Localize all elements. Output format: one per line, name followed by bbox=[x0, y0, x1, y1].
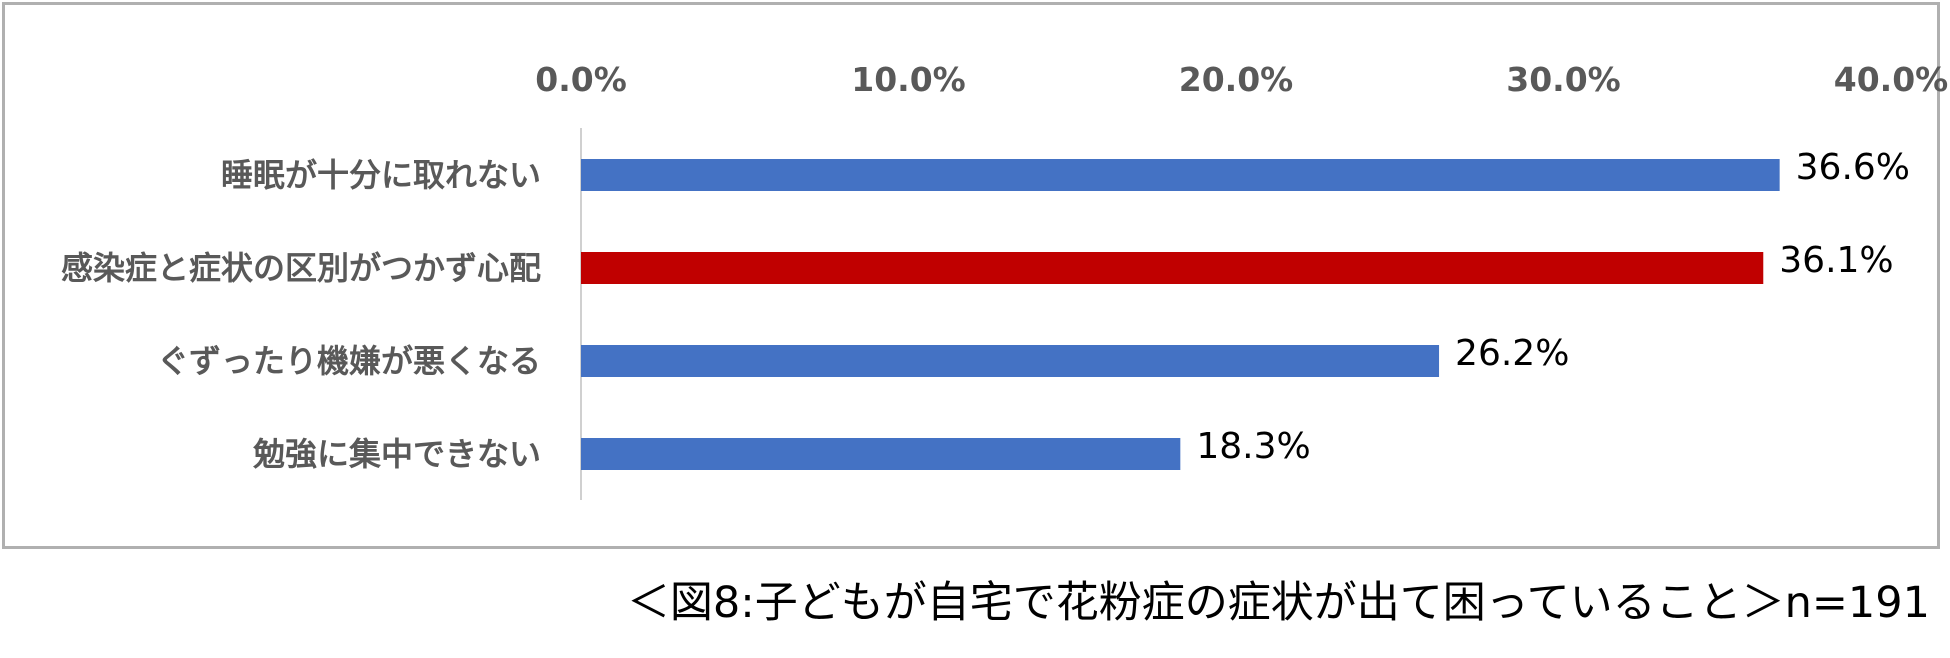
category-label: 睡眠が十分に取れない bbox=[221, 156, 541, 194]
data-label: 36.1% bbox=[1779, 240, 1893, 281]
x-tick-label: 0.0% bbox=[535, 60, 627, 99]
bar bbox=[581, 252, 1764, 284]
data-label: 36.6% bbox=[1796, 147, 1910, 188]
bar bbox=[581, 159, 1780, 191]
data-label: 26.2% bbox=[1455, 333, 1569, 374]
bar-chart: 0.0% 10.0% 20.0% 30.0% 40.0% 睡眠が十分に取れない 36.6% 感… bbox=[61, 60, 1949, 500]
category-label: 勉強に集中できない bbox=[252, 435, 541, 473]
category-label: ぐずったり機嫌が悪くなる bbox=[157, 342, 541, 380]
x-tick-label: 30.0% bbox=[1506, 60, 1621, 99]
bar bbox=[581, 345, 1440, 377]
data-label: 18.3% bbox=[1196, 426, 1310, 467]
bar bbox=[581, 438, 1181, 470]
x-tick-label: 40.0% bbox=[1834, 60, 1949, 99]
chart-caption: ＜図8:子どもが自宅で花粉症の症状が出て困っていること＞n=191 bbox=[626, 578, 1930, 628]
x-tick-label: 20.0% bbox=[1179, 60, 1294, 99]
category-label: 感染症と症状の区別がつかず心配 bbox=[61, 249, 541, 287]
x-tick-label: 10.0% bbox=[851, 60, 966, 99]
